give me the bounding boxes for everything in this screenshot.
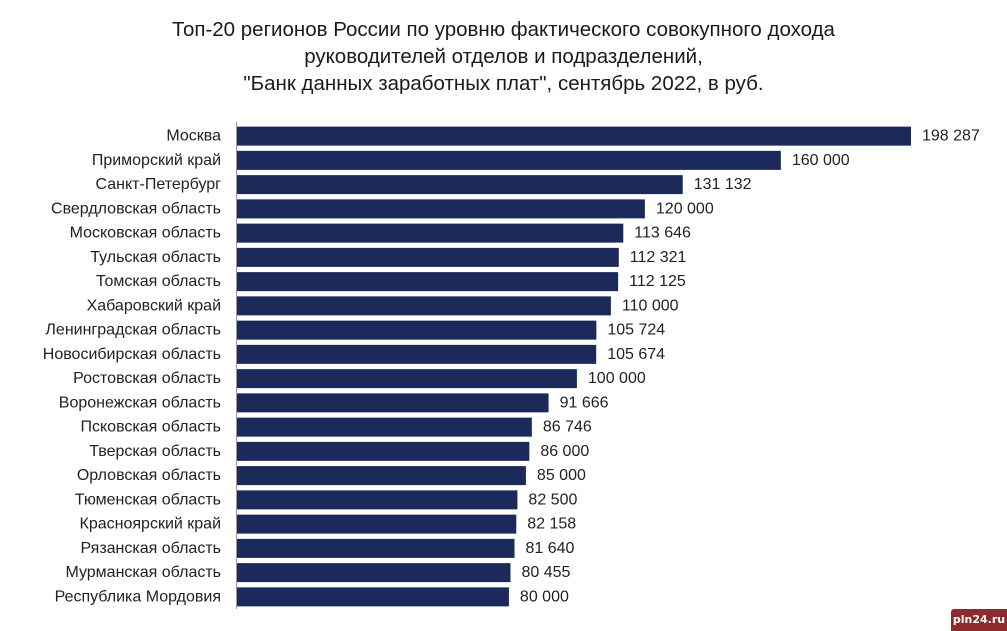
data-label: 120 000 — [656, 200, 714, 217]
chart-title: Топ-20 регионов России по уровню фактиче… — [0, 16, 1007, 97]
category-label: Свердловская область — [51, 200, 221, 217]
data-label: 110 000 — [622, 297, 679, 314]
category-label: Московская область — [70, 225, 221, 242]
data-label: 82 158 — [527, 516, 576, 533]
data-label: 82 500 — [528, 491, 577, 508]
category-label: Томская область — [96, 273, 221, 290]
chart-title-line-2: руководителей отделов и подразделений, — [304, 45, 703, 68]
data-label: 81 640 — [526, 540, 575, 557]
category-label: Псковская область — [81, 419, 222, 436]
watermark-logo: pln24.ru — [951, 609, 1007, 631]
data-label: 80 000 — [520, 588, 569, 605]
data-label: 91 666 — [560, 394, 609, 411]
bar — [237, 344, 597, 364]
data-label: 160 000 — [792, 152, 850, 169]
data-label: 198 287 — [922, 128, 980, 145]
bar — [237, 538, 515, 558]
category-label: Санкт-Петербург — [96, 176, 222, 193]
category-label: Орловская область — [77, 467, 221, 484]
category-label: Республика Мордовия — [55, 588, 221, 605]
data-label: 86 746 — [543, 419, 592, 436]
category-label: Ленинградская область — [45, 322, 221, 339]
chart-title-line-1: Топ-20 регионов России по уровню фактиче… — [172, 18, 835, 41]
data-label: 105 724 — [607, 322, 665, 339]
category-label: Красноярский край — [80, 516, 221, 533]
category-label: Ростовская область — [73, 370, 221, 387]
bar — [237, 272, 619, 292]
bar — [237, 441, 530, 461]
bar — [237, 126, 911, 146]
category-label: Хабаровский край — [87, 297, 221, 314]
bar — [237, 223, 624, 243]
bar — [237, 150, 781, 170]
data-label: 100 000 — [588, 370, 646, 387]
data-label: 86 000 — [540, 443, 589, 460]
chart-title-line-3: "Банк данных заработных плат", сентябрь … — [243, 72, 764, 95]
category-label: Мурманская область — [65, 564, 221, 581]
bar — [237, 587, 509, 607]
category-label: Рязанская область — [81, 540, 221, 557]
category-label: Тверская область — [89, 443, 221, 460]
data-label: 112 125 — [629, 273, 686, 290]
category-label: Новосибирская область — [43, 346, 221, 363]
category-label: Тульская область — [90, 249, 221, 266]
bar — [237, 490, 518, 510]
bar — [237, 247, 619, 267]
data-label: 113 646 — [634, 225, 691, 242]
data-label: 85 000 — [537, 467, 586, 484]
bar — [237, 393, 549, 413]
bar — [237, 296, 611, 316]
category-label: Москва — [166, 128, 221, 145]
bar — [237, 175, 683, 195]
bar — [237, 199, 645, 219]
category-label: Приморский край — [92, 152, 221, 169]
data-label: 131 132 — [694, 176, 752, 193]
category-label: Тюменская область — [75, 491, 221, 508]
category-label: Воронежская область — [59, 394, 221, 411]
bar — [237, 563, 511, 583]
bar — [237, 514, 517, 534]
data-label: 112 321 — [630, 249, 687, 266]
bar — [237, 369, 577, 389]
data-label: 105 674 — [607, 346, 665, 363]
bar — [237, 417, 532, 437]
data-label: 80 455 — [521, 564, 570, 581]
bar — [237, 466, 526, 486]
bar — [237, 320, 597, 340]
